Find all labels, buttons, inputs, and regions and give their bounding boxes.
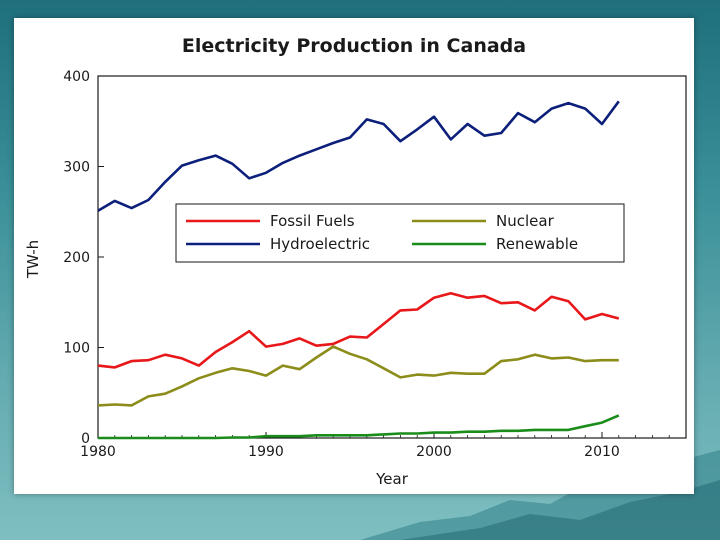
series-line-nuclear bbox=[97, 345, 619, 407]
legend-box bbox=[175, 203, 625, 263]
chart-card: Electricity Production in Canada 1980 199… bbox=[14, 18, 694, 494]
y-tick-label: 100 bbox=[63, 341, 90, 357]
x-axis-label: Year bbox=[375, 470, 409, 488]
x-tick-label: 2010 bbox=[584, 444, 620, 460]
chart-svg: Electricity Production in Canada 1980 199… bbox=[24, 35, 687, 488]
chart-title: Electricity Production in Canada bbox=[182, 35, 526, 57]
series-line-renewable bbox=[98, 414, 620, 440]
slide-background-decoration bbox=[360, 450, 720, 540]
series-line-fossil-fuels bbox=[97, 291, 620, 369]
y-tick-label: 0 bbox=[81, 431, 90, 447]
y-axis-label: TW-h bbox=[24, 240, 42, 279]
x-tick-label: 2000 bbox=[416, 444, 452, 460]
y-tick-label: 300 bbox=[63, 160, 90, 176]
legend-label: Fossil Fuels bbox=[270, 212, 355, 230]
series-line-hydroelectric bbox=[97, 100, 620, 212]
x-tick-label: 1980 bbox=[80, 444, 116, 460]
x-tick-label: 1990 bbox=[248, 444, 284, 460]
y-tick-label: 400 bbox=[63, 69, 90, 85]
y-tick-label: 200 bbox=[63, 250, 90, 266]
legend-label: Nuclear bbox=[496, 212, 555, 230]
legend-label: Hydroelectric bbox=[270, 235, 370, 253]
legend-label: Renewable bbox=[496, 235, 578, 253]
